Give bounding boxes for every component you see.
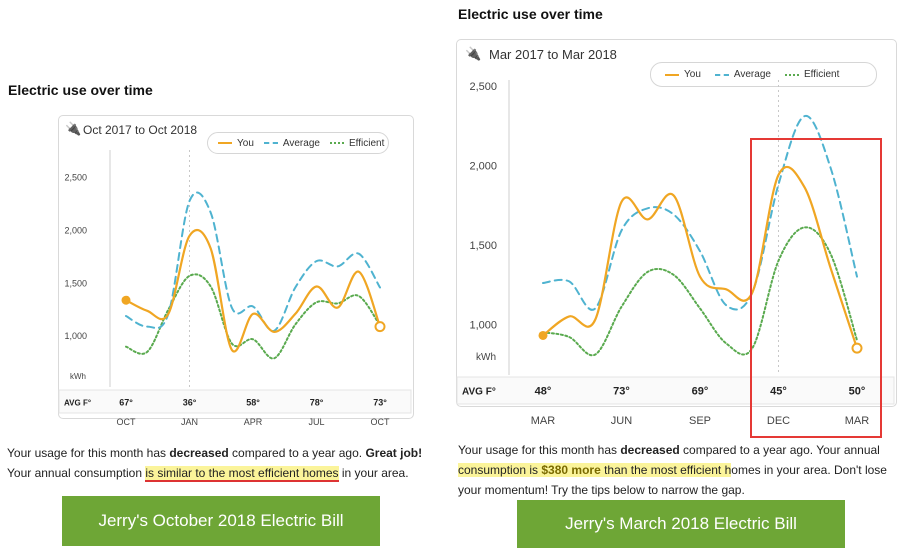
series-efficient-line bbox=[125, 273, 381, 360]
right-chart-card: 🔌 Mar 2017 to Mar 2018 You Average Effic… bbox=[456, 39, 897, 407]
legend-you[interactable]: You bbox=[218, 138, 254, 149]
right-highlight: $380 more bbox=[541, 463, 601, 477]
x-tick-label: OCT bbox=[117, 417, 137, 427]
series-average-line bbox=[542, 115, 858, 311]
avg-temp-value: 48° bbox=[535, 386, 552, 398]
left-highlight: is similar to the most efficient homes bbox=[145, 466, 339, 482]
left-legend: You Average Efficient bbox=[207, 132, 389, 154]
right-message: Your usage for this month has decreased … bbox=[458, 443, 887, 497]
dec-mar-highlight-box bbox=[750, 138, 882, 438]
avg-temp-value: 73° bbox=[613, 386, 630, 398]
series-you-line bbox=[541, 166, 859, 350]
avg-temp-label: AVG F° bbox=[462, 387, 496, 398]
avg-temp-value: 50° bbox=[849, 386, 866, 398]
x-tick-label: JAN bbox=[181, 417, 198, 427]
plug-icon: 🔌 bbox=[65, 121, 82, 136]
temp-row bbox=[58, 389, 412, 414]
series-you-line bbox=[124, 228, 382, 353]
x-tick-label: JUN bbox=[611, 415, 632, 427]
y-tick-label: 2,500 bbox=[64, 173, 87, 183]
avg-temp-value: 58° bbox=[246, 398, 260, 408]
end-point-marker bbox=[374, 321, 386, 333]
x-tick-label: MAR bbox=[531, 415, 556, 427]
right-heading: Electric use over time bbox=[458, 6, 603, 22]
avg-temp-value: 67° bbox=[119, 398, 133, 408]
y-tick-label: 1,500 bbox=[469, 240, 497, 252]
y-tick-label: 1,500 bbox=[64, 278, 87, 288]
avg-temp-value: 36° bbox=[183, 398, 197, 408]
y-tick-label: 2,500 bbox=[469, 81, 497, 93]
left-message: Your usage for this month has decreased … bbox=[7, 446, 423, 482]
start-point-marker bbox=[538, 330, 548, 340]
avg-temp-value: 69° bbox=[692, 386, 709, 398]
legend-efficient[interactable]: Efficient bbox=[329, 138, 384, 149]
left-bill-banner: Jerry's October 2018 Electric Bill bbox=[62, 496, 380, 546]
y-tick-label: 2,000 bbox=[469, 160, 497, 172]
avg-temp-value: 78° bbox=[310, 398, 324, 408]
x-tick-label: APR bbox=[244, 417, 263, 427]
avg-temp-label: AVG F° bbox=[64, 399, 91, 408]
temp-row bbox=[456, 376, 895, 405]
x-tick-label: JUL bbox=[308, 417, 324, 427]
series-efficient-line bbox=[542, 226, 858, 357]
x-tick-label: OCT bbox=[371, 417, 391, 427]
y-tick-label: 2,000 bbox=[64, 225, 87, 235]
right-legend: You Average Efficient bbox=[650, 62, 877, 87]
left-date-range: Oct 2017 to Oct 2018 bbox=[83, 123, 198, 137]
legend-efficient[interactable]: Efficient bbox=[784, 69, 839, 80]
x-tick-label: SEP bbox=[689, 415, 711, 427]
x-tick-label: MAR bbox=[845, 415, 870, 427]
left-heading: Electric use over time bbox=[8, 82, 153, 98]
y-tick-label: 1,000 bbox=[469, 319, 497, 331]
x-tick-label: DEC bbox=[767, 415, 790, 427]
y-axis-label: kWh bbox=[476, 352, 496, 363]
plug-icon: 🔌 bbox=[465, 46, 482, 61]
y-axis-label: kWh bbox=[70, 372, 86, 381]
start-point-marker bbox=[121, 295, 131, 305]
right-bill-banner: Jerry's March 2018 Electric Bill bbox=[517, 500, 845, 548]
end-point-marker bbox=[851, 342, 863, 354]
right-date-range: Mar 2017 to Mar 2018 bbox=[489, 47, 617, 62]
legend-you[interactable]: You bbox=[665, 69, 701, 80]
legend-average[interactable]: Average bbox=[263, 138, 320, 149]
y-tick-label: 1,000 bbox=[64, 331, 87, 341]
legend-average[interactable]: Average bbox=[714, 69, 771, 80]
avg-temp-value: 73° bbox=[373, 398, 387, 408]
left-chart-card: 🔌 Oct 2017 to Oct 2018 You Average Effic… bbox=[58, 115, 414, 419]
avg-temp-value: 45° bbox=[770, 386, 787, 398]
